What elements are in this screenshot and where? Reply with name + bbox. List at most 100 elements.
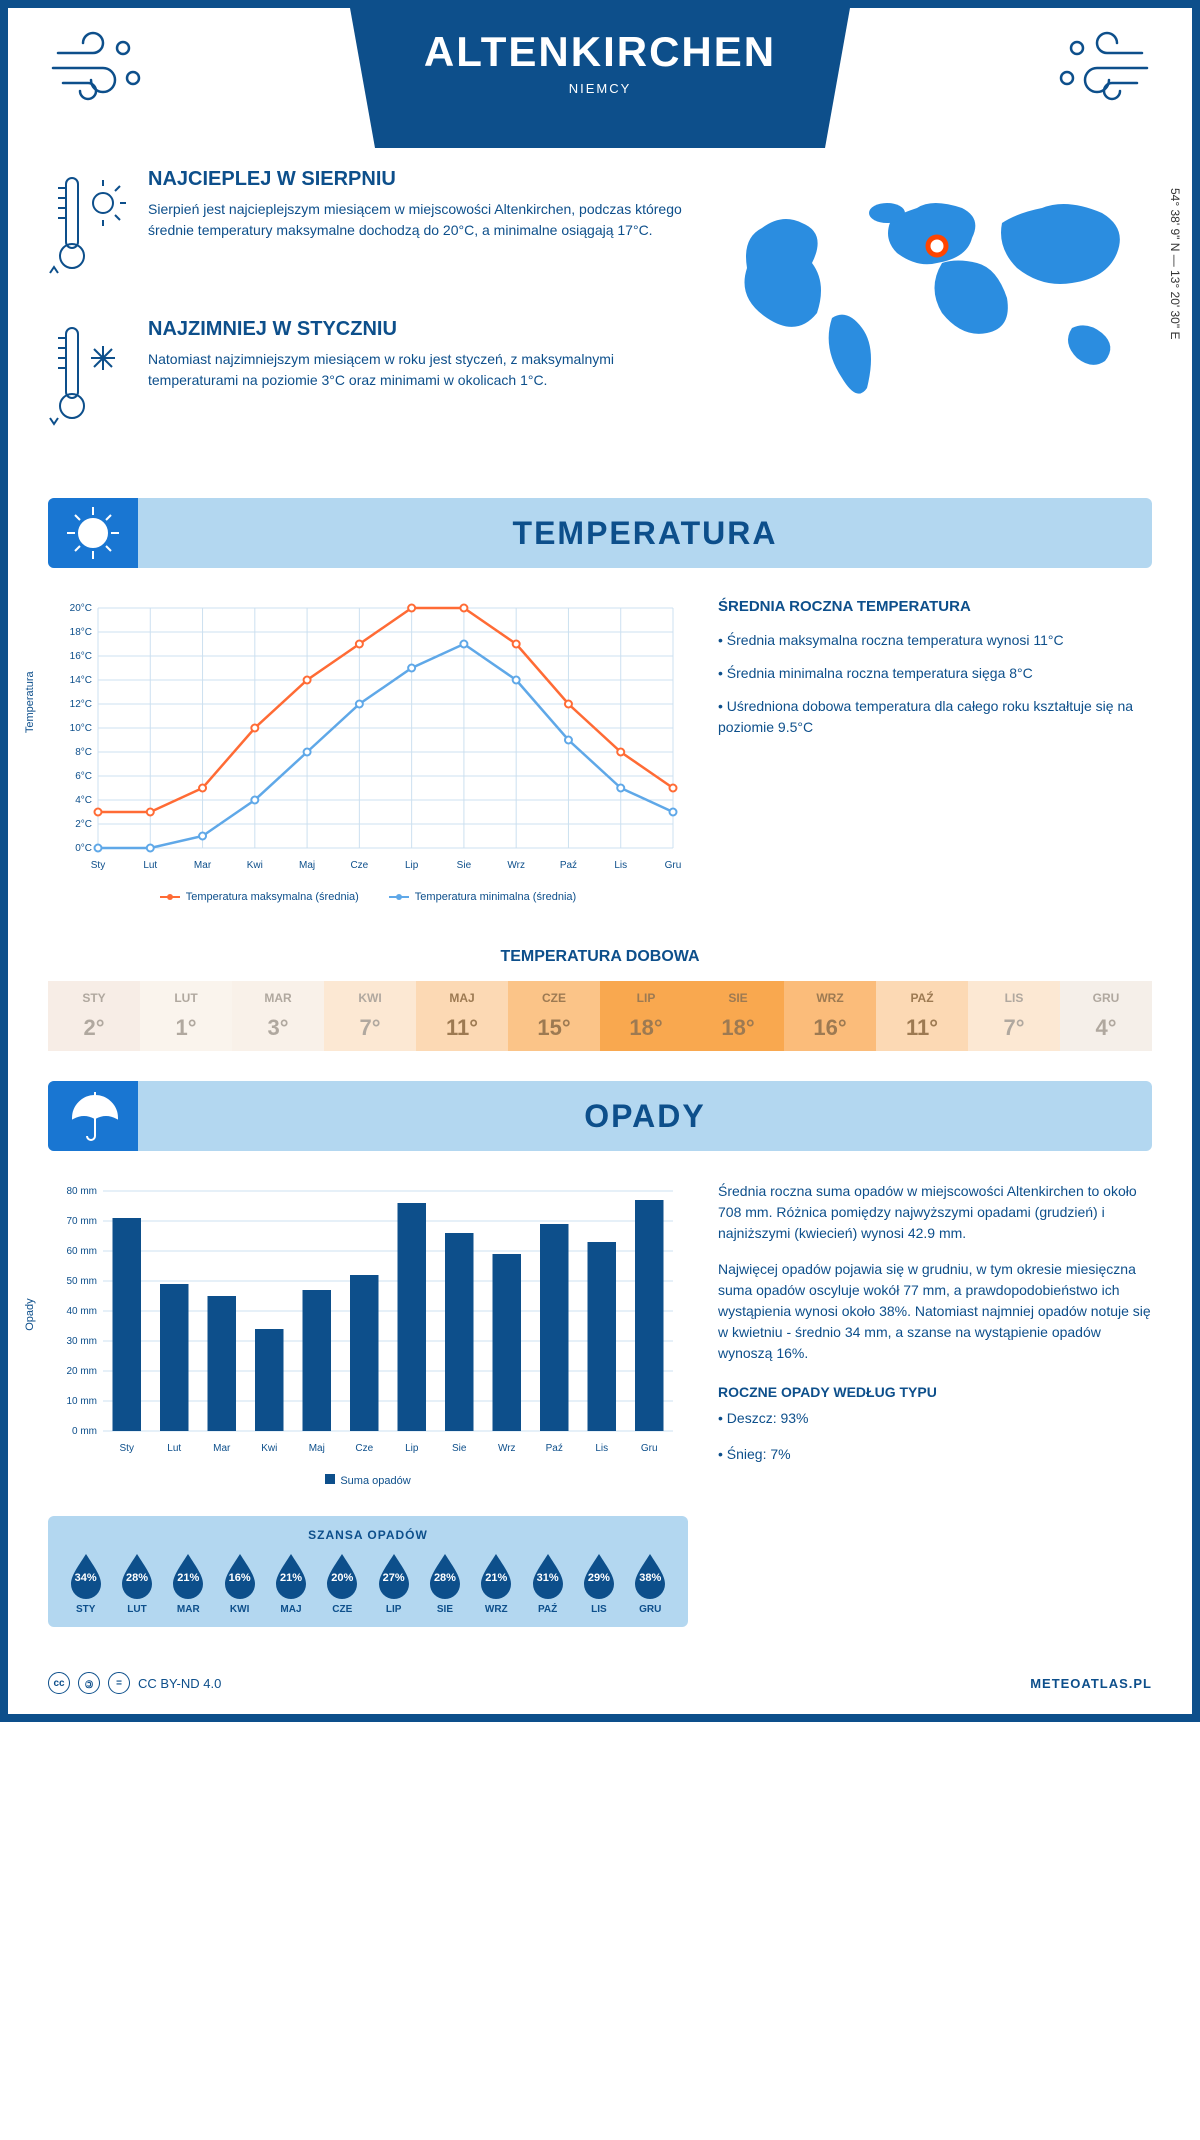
svg-text:Wrz: Wrz [498, 1443, 516, 1454]
precip-y-axis-label: Opady [24, 1298, 36, 1330]
coldest-block: NAJZIMNIEJ W STYCZNIU Natomiast najzimni… [48, 318, 682, 443]
avg-temp-b2: • Średnia minimalna roczna temperatura s… [718, 663, 1152, 684]
page-footer: cc 🄯 = CC BY-ND 4.0 METEOATLAS.PL [48, 1657, 1152, 1694]
chance-item: 28%SIE [419, 1552, 470, 1615]
svg-text:Gru: Gru [665, 860, 682, 871]
avg-temp-title: ŚREDNIA ROCZNA TEMPERATURA [718, 598, 1152, 615]
svg-text:Cze: Cze [350, 860, 368, 871]
hottest-title: NAJCIEPLEJ W SIERPNIU [148, 168, 682, 191]
svg-text:30 mm: 30 mm [66, 1336, 97, 1347]
svg-text:50 mm: 50 mm [66, 1276, 97, 1287]
chance-item: 16%KWI [214, 1552, 265, 1615]
precipitation-info: Średnia roczna suma opadów w miejscowośc… [718, 1181, 1152, 1627]
precip-p1: Średnia roczna suma opadów w miejscowośc… [718, 1181, 1152, 1244]
legend-max: Temperatura maksymalna (średnia) [160, 891, 359, 903]
thermometer-sun-icon [48, 168, 128, 293]
wind-icon-right [1052, 28, 1152, 108]
intro-section: NAJCIEPLEJ W SIERPNIU Sierpień jest najc… [48, 168, 1152, 468]
svg-text:10 mm: 10 mm [66, 1396, 97, 1407]
svg-text:Paź: Paź [546, 1443, 563, 1454]
chance-item: 31%PAŹ [522, 1552, 573, 1615]
svg-text:Maj: Maj [299, 860, 315, 871]
by-icon: 🄯 [78, 1672, 100, 1694]
cc-icon: cc [48, 1672, 70, 1694]
precip-legend: Suma opadów [48, 1474, 688, 1487]
chance-item: 20%CZE [317, 1552, 368, 1615]
svg-text:10°C: 10°C [70, 723, 92, 734]
svg-text:80 mm: 80 mm [66, 1186, 97, 1197]
svg-text:Lut: Lut [143, 860, 157, 871]
coordinates: 54° 38' 9" N — 13° 20' 30" E [1168, 188, 1182, 339]
svg-text:0°C: 0°C [75, 843, 92, 854]
sun-icon [48, 498, 138, 568]
svg-text:12°C: 12°C [70, 699, 92, 710]
svg-text:Maj: Maj [309, 1443, 325, 1454]
precip-type-title: ROCZNE OPADY WEDŁUG TYPU [718, 1384, 1152, 1400]
daily-temp-title: TEMPERATURA DOBOWA [48, 948, 1152, 966]
temperature-title: TEMPERATURA [138, 515, 1152, 552]
chance-item: 28%LUT [111, 1552, 162, 1615]
svg-text:16°C: 16°C [70, 651, 92, 662]
world-map: 54° 38' 9" N — 13° 20' 30" E [712, 168, 1152, 468]
daily-cell: MAR3° [232, 981, 324, 1051]
chance-item: 27%LIP [368, 1552, 419, 1615]
temp-y-axis-label: Temperatura [24, 671, 36, 733]
svg-text:Gru: Gru [641, 1443, 658, 1454]
chance-item: 21%WRZ [471, 1552, 522, 1615]
chance-item: 21%MAR [163, 1552, 214, 1615]
daily-cell: LUT1° [140, 981, 232, 1051]
temperature-line-chart: Temperatura 0°C2°C4°C6°C8°C10°C12°C14°C1… [48, 598, 688, 918]
svg-text:Mar: Mar [194, 860, 212, 871]
svg-text:Kwi: Kwi [247, 860, 263, 871]
chance-item: 38%GRU [625, 1552, 676, 1615]
precipitation-bar-chart: Opady 0 mm10 mm20 mm30 mm40 mm50 mm60 mm… [48, 1181, 688, 1501]
chance-item: 29%LIS [573, 1552, 624, 1615]
chance-item: 21%MAJ [265, 1552, 316, 1615]
precip-rain: • Deszcz: 93% [718, 1408, 1152, 1429]
svg-text:Lip: Lip [405, 860, 419, 871]
hottest-block: NAJCIEPLEJ W SIERPNIU Sierpień jest najc… [48, 168, 682, 293]
license-text: CC BY-ND 4.0 [138, 1676, 221, 1691]
svg-text:Lut: Lut [167, 1443, 181, 1454]
page-title: ALTENKIRCHEN [380, 28, 820, 76]
page-header: ALTENKIRCHEN NIEMCY [48, 8, 1152, 148]
avg-temp-b3: • Uśredniona dobowa temperatura dla całe… [718, 696, 1152, 738]
daily-cell: PAŹ11° [876, 981, 968, 1051]
nd-icon: = [108, 1672, 130, 1694]
svg-text:8°C: 8°C [75, 747, 92, 758]
precip-p2: Najwięcej opadów pojawia się w grudniu, … [718, 1259, 1152, 1364]
chance-title: SZANSA OPADÓW [60, 1528, 676, 1542]
svg-text:20°C: 20°C [70, 603, 92, 614]
svg-text:0 mm: 0 mm [72, 1426, 97, 1437]
daily-cell: KWI7° [324, 981, 416, 1051]
daily-cell: GRU4° [1060, 981, 1152, 1051]
temperature-info: ŚREDNIA ROCZNA TEMPERATURA • Średnia mak… [718, 598, 1152, 918]
daily-cell: CZE15° [508, 981, 600, 1051]
svg-text:6°C: 6°C [75, 771, 92, 782]
svg-text:40 mm: 40 mm [66, 1306, 97, 1317]
precip-snow: • Śnieg: 7% [718, 1444, 1152, 1465]
daily-cell: LIP18° [600, 981, 692, 1051]
legend-min: Temperatura minimalna (średnia) [389, 891, 576, 903]
chance-item: 34%STY [60, 1552, 111, 1615]
svg-text:Sie: Sie [457, 860, 472, 871]
daily-cell: MAJ11° [416, 981, 508, 1051]
brand-label: METEOATLAS.PL [1030, 1676, 1152, 1691]
temperature-section-header: TEMPERATURA [48, 498, 1152, 568]
wind-icon-left [48, 28, 148, 108]
svg-text:20 mm: 20 mm [66, 1366, 97, 1377]
daily-cell: STY2° [48, 981, 140, 1051]
svg-text:Mar: Mar [213, 1443, 231, 1454]
daily-cell: SIE18° [692, 981, 784, 1051]
svg-text:Kwi: Kwi [261, 1443, 277, 1454]
avg-temp-b1: • Średnia maksymalna roczna temperatura … [718, 630, 1152, 651]
svg-text:14°C: 14°C [70, 675, 92, 686]
svg-text:2°C: 2°C [75, 819, 92, 830]
svg-text:Paź: Paź [560, 860, 577, 871]
svg-text:Lip: Lip [405, 1443, 419, 1454]
svg-text:70 mm: 70 mm [66, 1216, 97, 1227]
country-label: NIEMCY [380, 81, 820, 96]
coldest-title: NAJZIMNIEJ W STYCZNIU [148, 318, 682, 341]
precipitation-section-header: OPADY [48, 1081, 1152, 1151]
svg-text:Cze: Cze [355, 1443, 373, 1454]
